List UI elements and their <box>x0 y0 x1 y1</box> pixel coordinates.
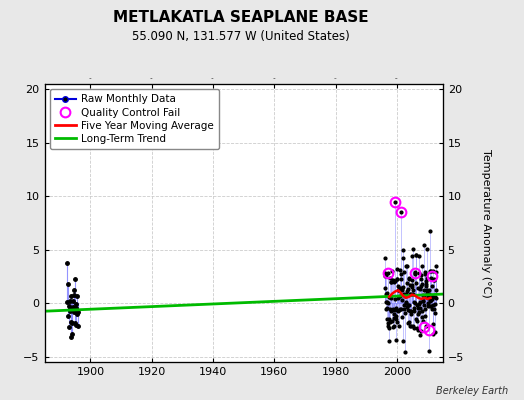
Y-axis label: Temperature Anomaly (°C): Temperature Anomaly (°C) <box>481 149 490 297</box>
Text: Berkeley Earth: Berkeley Earth <box>436 386 508 396</box>
Text: 55.090 N, 131.577 W (United States): 55.090 N, 131.577 W (United States) <box>132 30 350 43</box>
Text: METLAKATLA SEAPLANE BASE: METLAKATLA SEAPLANE BASE <box>113 10 369 25</box>
Legend: Raw Monthly Data, Quality Control Fail, Five Year Moving Average, Long-Term Tren: Raw Monthly Data, Quality Control Fail, … <box>50 89 219 149</box>
